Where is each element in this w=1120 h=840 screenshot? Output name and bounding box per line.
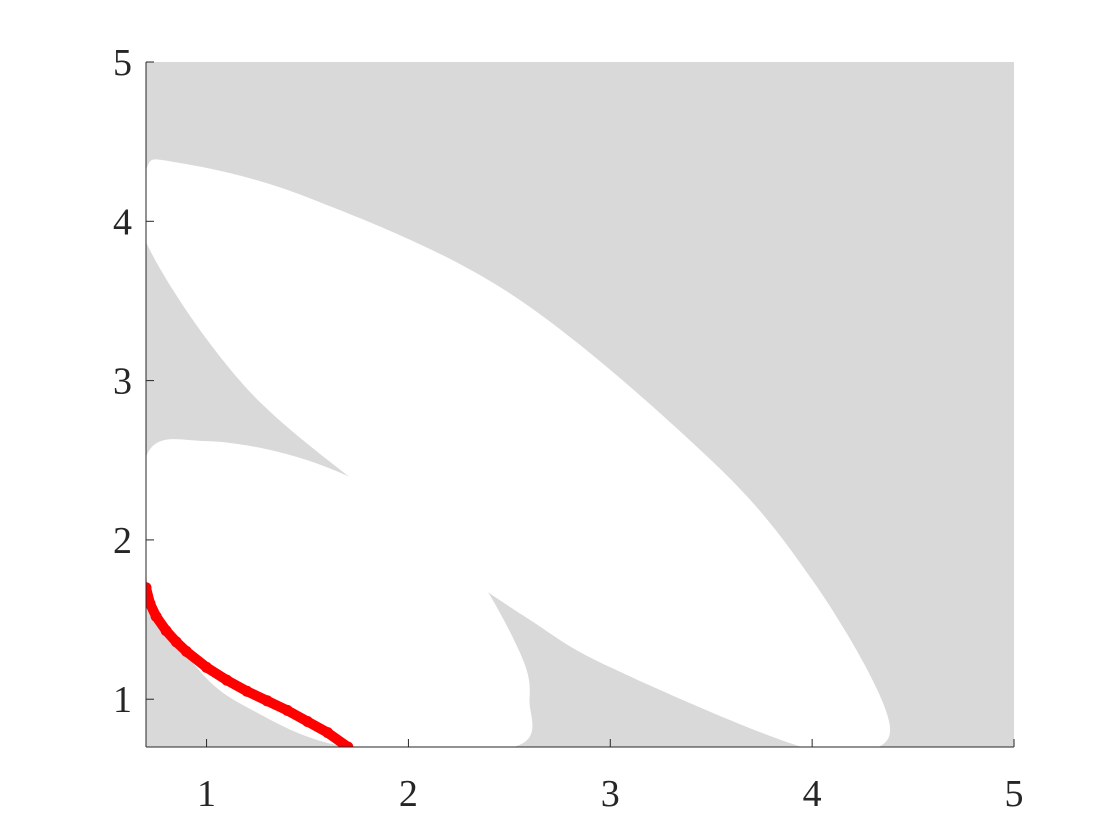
- data-point: [146, 598, 156, 610]
- data-point: [201, 661, 213, 673]
- x-tick-label: 3: [601, 773, 620, 815]
- excluded-region-1: [146, 159, 890, 747]
- x-tick-label: 2: [399, 773, 418, 815]
- data-point: [281, 704, 293, 716]
- data-point: [160, 625, 172, 637]
- data-point: [322, 727, 334, 739]
- x-tick-label: 4: [803, 773, 822, 815]
- excluded-region-2: [146, 439, 533, 747]
- data-point: [150, 610, 162, 622]
- data-point: [241, 685, 253, 697]
- y-tick-label: 3: [113, 361, 132, 403]
- data-point: [146, 582, 152, 594]
- data-point: [170, 636, 182, 648]
- y-tick-label: 4: [113, 201, 132, 243]
- data-point: [221, 674, 233, 686]
- ticks: 1 2 3 4 5 1 2 3 4 5: [113, 42, 1024, 815]
- data-point: [301, 716, 313, 728]
- y-tick-label: 2: [113, 520, 132, 562]
- data-point: [180, 645, 192, 657]
- series-layer: [146, 582, 354, 747]
- y-tick-label: 5: [113, 42, 132, 84]
- x-tick-label: 5: [1005, 773, 1024, 815]
- excluded-regions: [146, 159, 890, 747]
- x-tick-label: 1: [197, 773, 216, 815]
- axes: [145, 62, 1014, 748]
- data-point: [342, 741, 354, 747]
- y-tick-label: 1: [113, 679, 132, 721]
- data-point: [261, 695, 273, 707]
